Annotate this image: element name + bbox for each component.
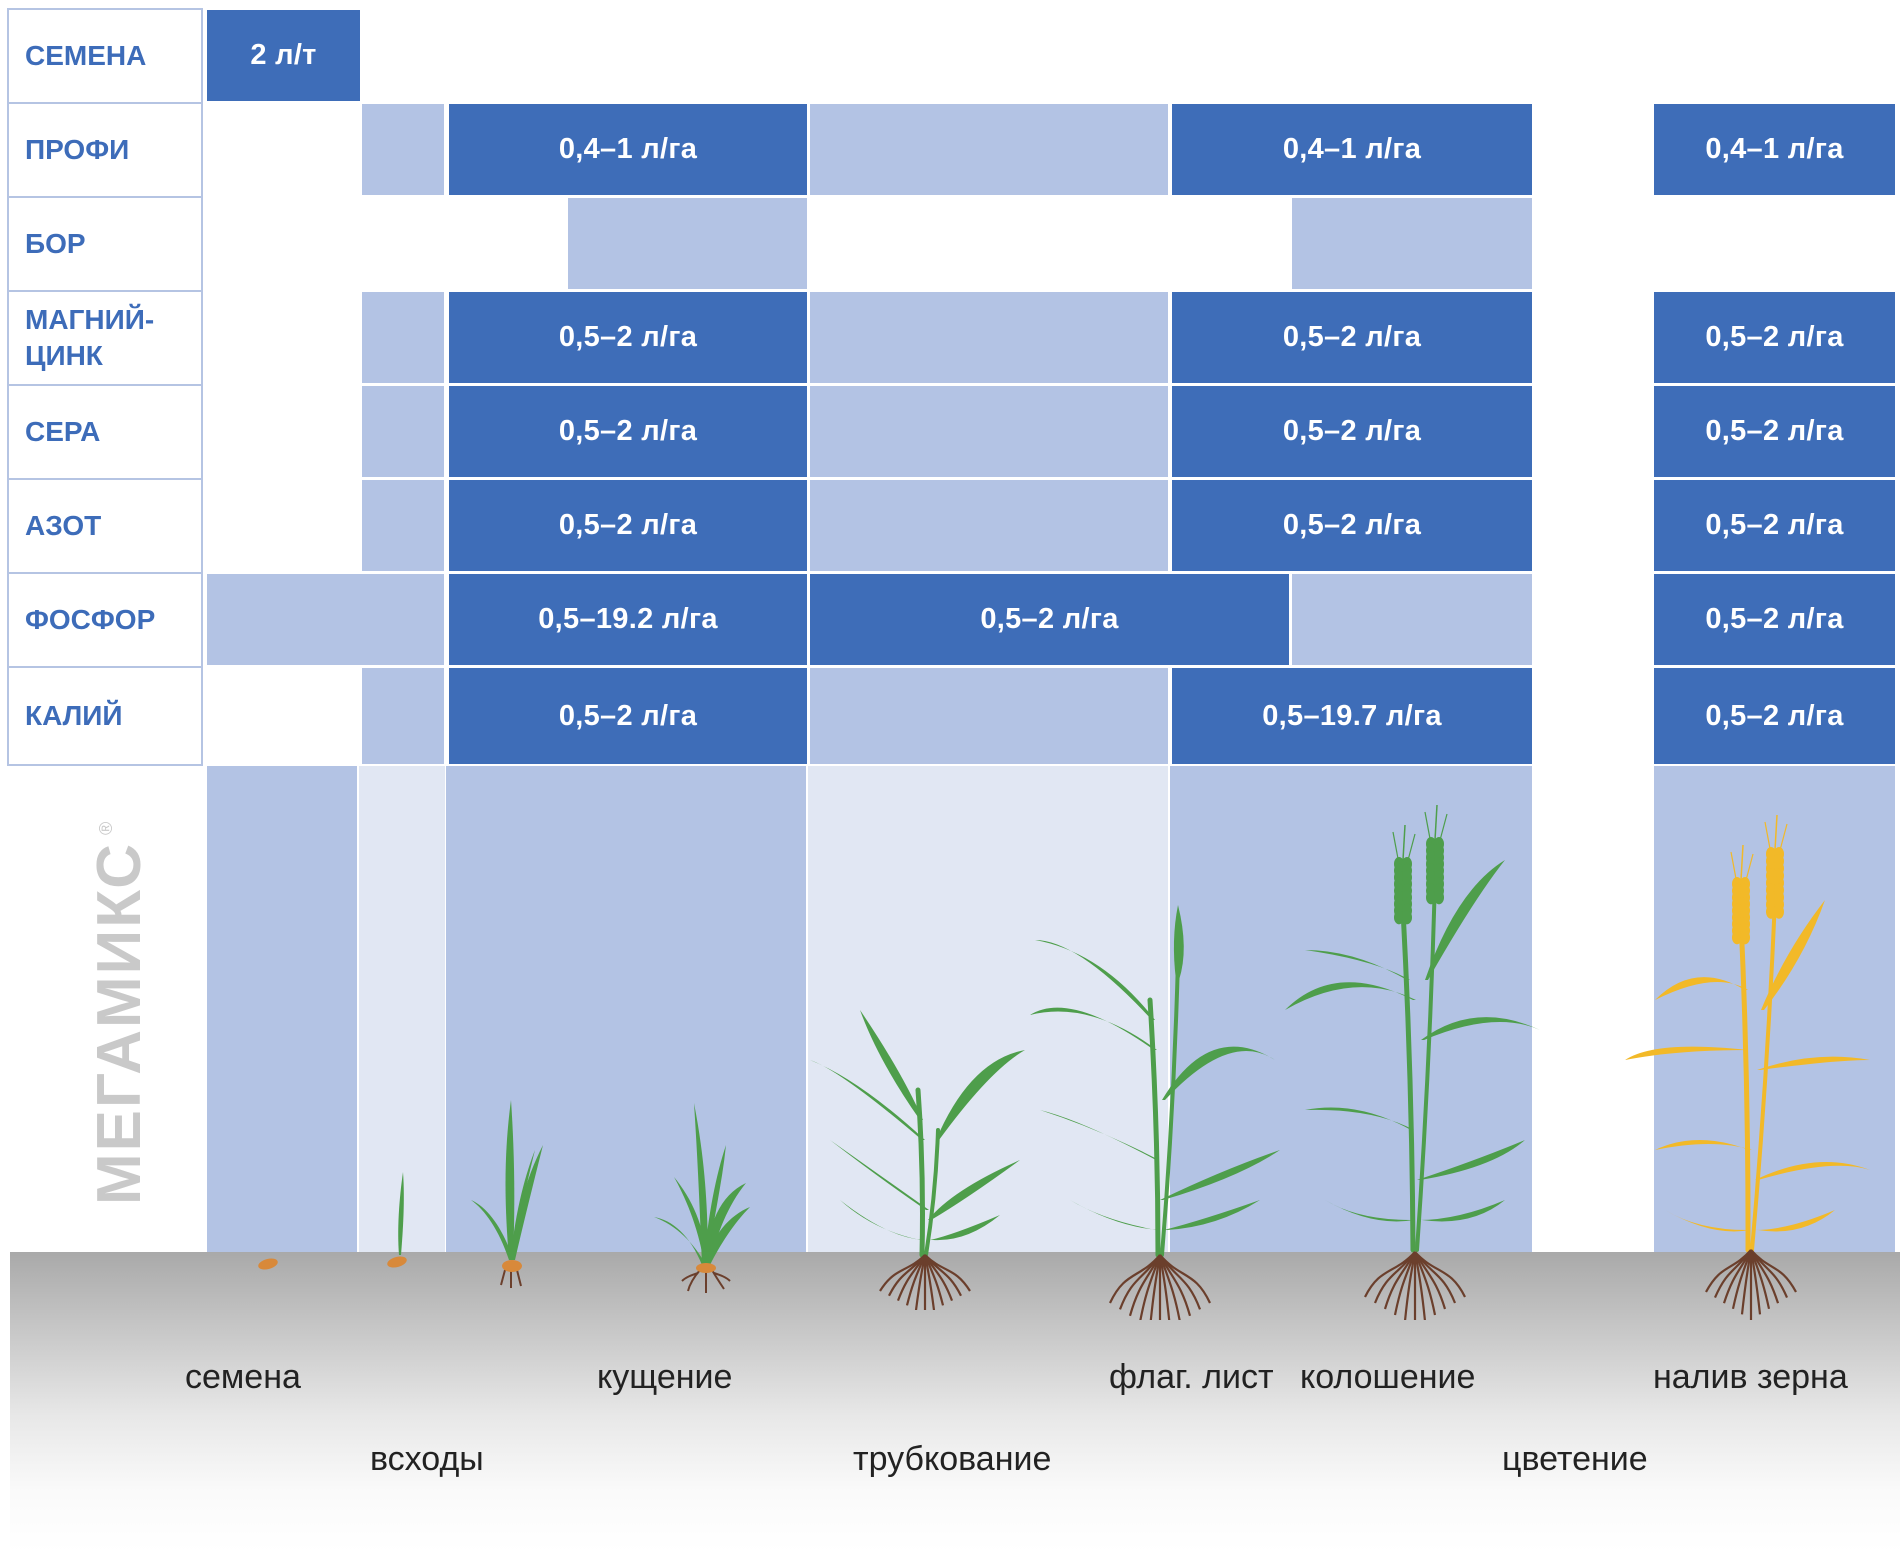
dose-sulfur-grain-fill: 0,5–2 л/га xyxy=(1654,386,1895,477)
dose-sulfur-tillering: 0,5–2 л/га xyxy=(449,386,807,477)
row-label-phosphorus: ФОСФОР xyxy=(7,572,203,668)
dose-nitrogen-emergence xyxy=(362,480,444,571)
brand-logo: МЕГАМИКС ® xyxy=(85,822,154,1205)
dose-phosphorus-tillering: 0,5–19.2 л/га xyxy=(449,574,807,665)
dose-phosphorus-heading xyxy=(1292,574,1532,665)
dose-profi-booting xyxy=(810,104,1168,195)
dose-nitrogen-tillering: 0,5–2 л/га xyxy=(449,480,807,571)
dose-mgzn-tillering: 0,5–2 л/га xyxy=(449,292,807,383)
sprout-illustration xyxy=(387,1172,407,1268)
dose-sulfur-emergence xyxy=(362,386,444,477)
dose-profi-flag-heading: 0,4–1 л/га xyxy=(1172,104,1532,195)
stage-column-seeds xyxy=(207,766,357,1253)
dose-phosphorus-booting: 0,5–2 л/га xyxy=(810,574,1289,665)
row-label-potassium: КАЛИЙ xyxy=(7,666,203,766)
dose-sulfur-flag-heading: 0,5–2 л/га xyxy=(1172,386,1532,477)
brand-name: МЕГАМИКС xyxy=(85,842,154,1205)
dose-profi-emergence xyxy=(362,104,444,195)
dose-nitrogen-flag-heading: 0,5–2 л/га xyxy=(1172,480,1532,571)
dose-phosphorus-grain-fill: 0,5–2 л/га xyxy=(1654,574,1895,665)
stage-label-tillering: кущение xyxy=(597,1358,733,1396)
dose-profi-tillering: 0,4–1 л/га xyxy=(449,104,807,195)
dose-profi-grain-fill: 0,4–1 л/га xyxy=(1654,104,1895,195)
booting-illustration xyxy=(810,1010,1025,1310)
stage-label-grain-fill: налив зерна xyxy=(1653,1358,1848,1396)
ripe-wheat-illustration xyxy=(1625,814,1870,1320)
row-label-magnesium-zinc: МАГНИЙ-ЦИНК xyxy=(7,290,203,386)
row-label-sulfur: СЕРА xyxy=(7,384,203,480)
heading-illustration xyxy=(1285,804,1540,1320)
stage-label-booting: трубкование xyxy=(853,1440,1052,1478)
dose-potassium-emergence xyxy=(362,668,444,764)
dose-potassium-tillering: 0,5–2 л/га xyxy=(449,668,807,764)
dose-boron-heading xyxy=(1292,198,1532,289)
dose-mgzn-booting xyxy=(810,292,1168,383)
dose-potassium-booting xyxy=(810,668,1168,764)
row-label-boron: БОР xyxy=(7,196,203,292)
stage-label-heading: колошение xyxy=(1300,1358,1476,1396)
dose-boron-tillering xyxy=(568,198,807,289)
dose-mgzn-flag-heading: 0,5–2 л/га xyxy=(1172,292,1532,383)
row-label-profi: ПРОФИ xyxy=(7,102,203,198)
tillering-illustration xyxy=(654,1103,750,1293)
seed-illustration xyxy=(258,1258,278,1270)
stage-label-flag-leaf: флаг. лист xyxy=(1109,1358,1274,1396)
row-label-magnesium-zinc-text: МАГНИЙ-ЦИНК xyxy=(25,304,155,371)
dose-phosphorus-seeds-emergence xyxy=(207,574,444,665)
dose-mgzn-grain-fill: 0,5–2 л/га xyxy=(1654,292,1895,383)
flag-leaf-illustration xyxy=(1030,905,1280,1320)
dose-potassium-grain-fill: 0,5–2 л/га xyxy=(1654,668,1895,764)
stage-label-flowering: цветение xyxy=(1502,1440,1648,1478)
seedling-illustration xyxy=(471,1100,543,1288)
dose-sulfur-booting xyxy=(810,386,1168,477)
dose-mgzn-emergence xyxy=(362,292,444,383)
brand-registered-mark: ® xyxy=(96,822,116,835)
stage-label-seeds: семена xyxy=(185,1358,301,1396)
dose-seeds: 2 л/т xyxy=(207,10,360,101)
stage-column-sprouts xyxy=(359,766,445,1253)
dose-nitrogen-booting xyxy=(810,480,1168,571)
row-label-seeds: СЕМЕНА xyxy=(7,8,203,104)
soil-ground xyxy=(10,1252,1900,1552)
stage-column-booting xyxy=(808,766,1168,1253)
dose-nitrogen-grain-fill: 0,5–2 л/га xyxy=(1654,480,1895,571)
dose-potassium-flag-heading: 0,5–19.7 л/га xyxy=(1172,668,1532,764)
stage-label-sprouts: всходы xyxy=(370,1440,484,1478)
row-label-nitrogen: АЗОТ xyxy=(7,478,203,574)
